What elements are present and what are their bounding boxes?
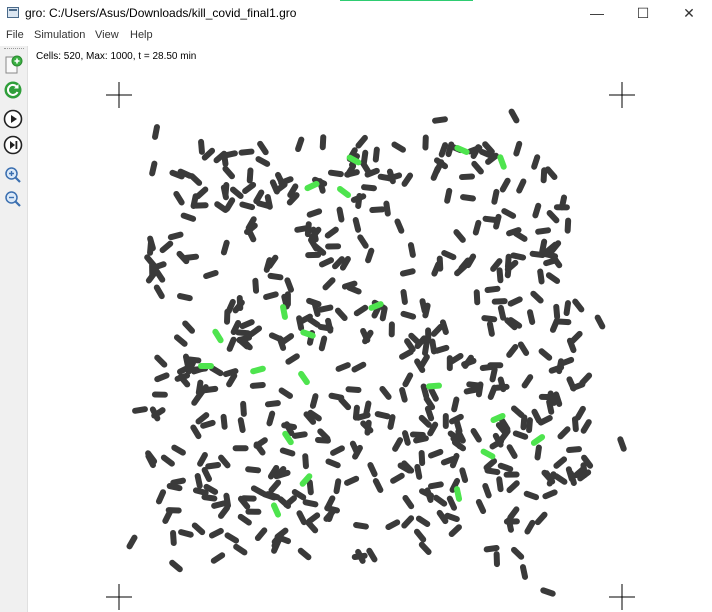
new-file-button[interactable] (2, 54, 24, 76)
crosshair-bottom-left-icon (106, 584, 132, 610)
step-button[interactable] (2, 134, 24, 156)
menu-bar: File Simulation View Help (0, 26, 712, 46)
zoom-in-button[interactable] (2, 164, 24, 186)
cell-population (126, 108, 627, 597)
toolbar (0, 46, 28, 612)
menu-view[interactable]: View (95, 29, 119, 41)
toolbar-grip[interactable] (4, 48, 24, 52)
play-icon (3, 109, 23, 129)
crosshair-bottom-right-icon (609, 584, 635, 610)
menu-help[interactable]: Help (130, 29, 153, 41)
app-icon (7, 7, 19, 18)
minimize-button[interactable]: — (590, 5, 604, 21)
zoom-in-icon (5, 167, 21, 183)
step-icon (3, 135, 23, 155)
zoom-out-button[interactable] (2, 188, 24, 210)
simulation-canvas[interactable]: Cells: 520, Max: 1000, t = 28.50 min (28, 46, 712, 612)
window-title: gro: C:/Users/Asus/Downloads/kill_covid_… (25, 6, 297, 20)
crosshair-top-right-icon (609, 82, 635, 108)
new-file-icon (5, 55, 23, 74)
play-button[interactable] (2, 108, 24, 130)
menu-simulation[interactable]: Simulation (34, 29, 86, 41)
maximize-button[interactable]: ☐ (636, 4, 650, 21)
menu-file[interactable]: File (6, 29, 24, 41)
reload-icon (4, 81, 22, 99)
close-button[interactable]: ✕ (683, 4, 695, 21)
simulation-status: Cells: 520, Max: 1000, t = 28.50 min (36, 51, 197, 62)
zoom-out-icon (5, 191, 21, 207)
crosshair-top-left-icon (106, 82, 132, 108)
title-accent-line (340, 0, 473, 1)
title-bar: gro: C:/Users/Asus/Downloads/kill_covid_… (0, 0, 712, 26)
reload-button[interactable] (2, 79, 24, 101)
